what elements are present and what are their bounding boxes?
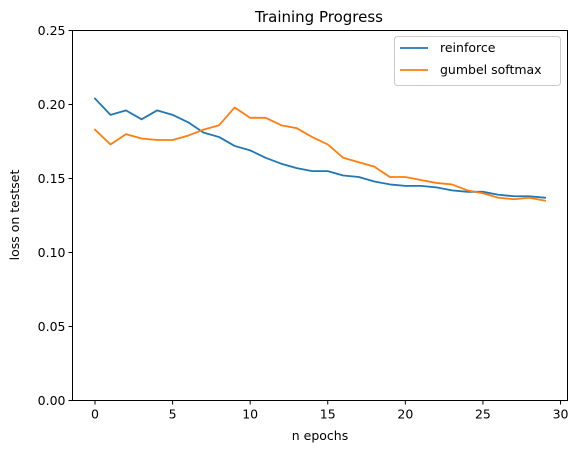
x-tick-label: 25 xyxy=(475,407,491,422)
y-tick-label: 0.10 xyxy=(38,245,66,260)
series-line-gumbel-softmax xyxy=(93,106,547,202)
chart-title: Training Progress xyxy=(254,8,383,26)
x-tick-label: 30 xyxy=(553,407,569,422)
y-tick-label: 0.25 xyxy=(38,23,66,38)
x-tick-label: 5 xyxy=(169,407,177,422)
x-tick-label: 0 xyxy=(91,407,99,422)
x-axis-label: n epochs xyxy=(292,428,348,443)
legend-box xyxy=(394,36,561,86)
x-tick-label: 20 xyxy=(397,407,413,422)
x-tick-label: 10 xyxy=(242,407,258,422)
legend-label-gumbel-softmax: gumbel softmax xyxy=(440,62,542,77)
y-tick-label: 0.20 xyxy=(38,97,66,112)
x-tick-label: 15 xyxy=(320,407,336,422)
ticks-layer: 0 5 10 15 20 25 30 0.00 0.05 0.10 0.15 0.20 0.25 xyxy=(38,23,569,422)
y-tick-label: 0.05 xyxy=(38,319,66,334)
legend: reinforce gumbel softmax xyxy=(394,36,561,86)
series-line-reinforce xyxy=(93,97,546,199)
series-layer xyxy=(93,97,547,202)
y-axis-label: loss on testset xyxy=(7,170,22,261)
plot-frame xyxy=(72,30,568,401)
y-tick-label: 0.15 xyxy=(38,171,66,186)
legend-label-reinforce: reinforce xyxy=(440,40,496,55)
y-tick-label: 0.00 xyxy=(38,393,66,408)
